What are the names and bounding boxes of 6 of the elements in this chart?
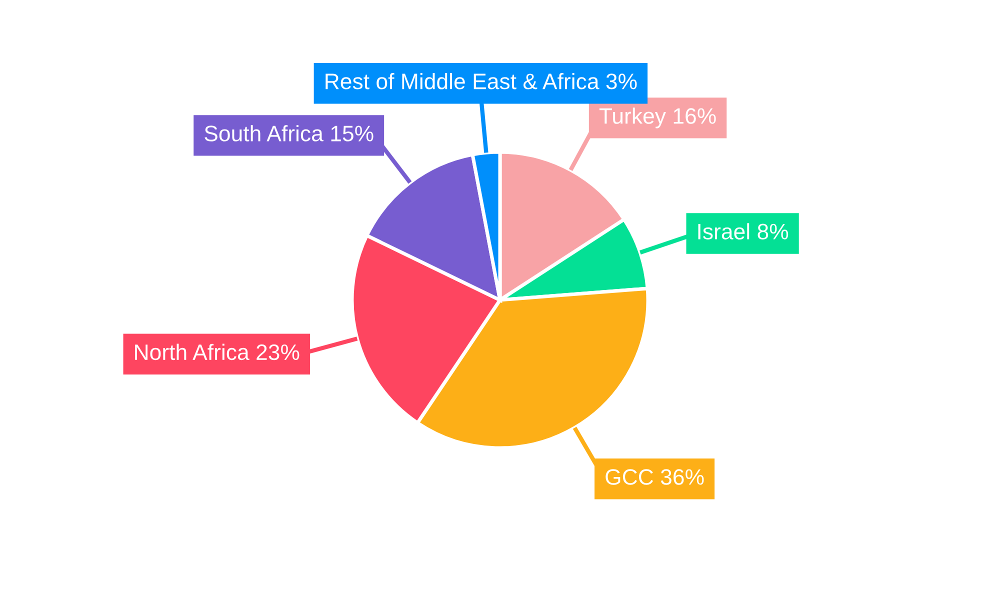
slice-label: GCC 36% [606,469,704,485]
slice-label: South Africa 15% [204,125,374,142]
slice-label: North Africa 23% [135,344,300,360]
slice-label: Israel 8% [698,223,788,240]
slice-label: Rest of Middle East & Africa 3% [326,72,637,90]
slice-label: Turkey 16% [599,108,716,128]
